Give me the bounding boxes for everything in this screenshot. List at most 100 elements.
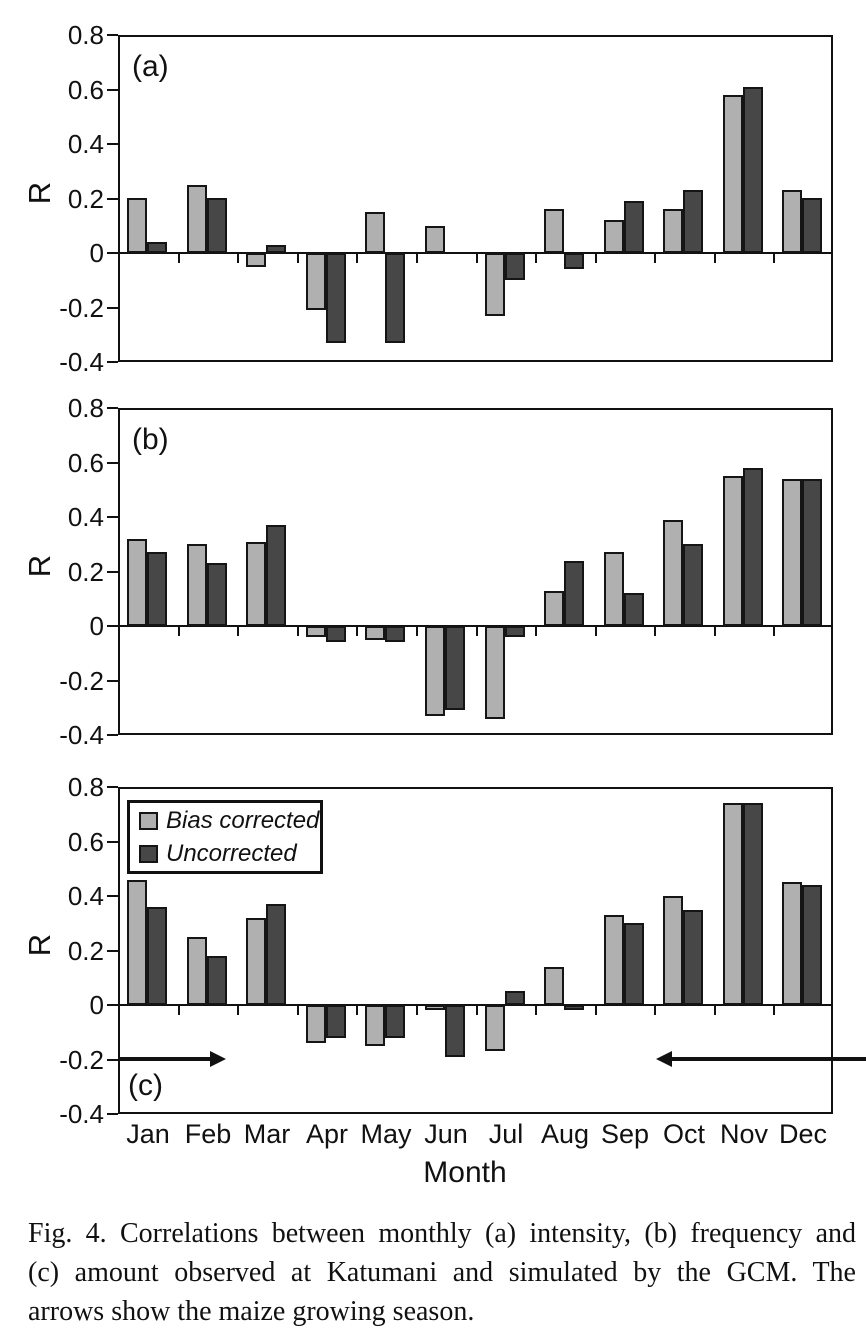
arrow-head-icon bbox=[210, 1051, 226, 1067]
month-boundary-tick bbox=[416, 253, 418, 263]
bias-corrected-swatch-icon bbox=[139, 811, 158, 830]
y-tick-label: 0.4 bbox=[67, 129, 104, 159]
bar-c-aug-uncorrected bbox=[564, 1005, 584, 1010]
bar-a-mar-bias-corrected bbox=[246, 253, 266, 267]
panel-label-b: (b) bbox=[132, 423, 169, 456]
legend: Bias corrected Uncorrected bbox=[127, 800, 323, 874]
bar-b-feb-uncorrected bbox=[207, 563, 227, 626]
bar-c-aug-bias-corrected bbox=[544, 967, 564, 1005]
month-boundary-tick bbox=[416, 1005, 418, 1015]
y-tick-label: 0.6 bbox=[67, 75, 104, 105]
zero-axis-c bbox=[120, 1004, 831, 1006]
month-boundary-tick bbox=[773, 253, 775, 263]
y-tick bbox=[107, 307, 118, 309]
y-axis-title-a: R bbox=[22, 181, 57, 205]
growing-season-right-arrow-icon bbox=[118, 1051, 230, 1067]
month-boundary-tick bbox=[595, 626, 597, 636]
growing-season-left-arrow-icon bbox=[656, 1051, 866, 1067]
bar-b-mar-bias-corrected bbox=[246, 542, 266, 626]
month-boundary-tick bbox=[595, 1005, 597, 1015]
bar-b-sep-uncorrected bbox=[624, 593, 644, 626]
bar-b-feb-bias-corrected bbox=[187, 544, 207, 626]
bar-c-feb-bias-corrected bbox=[187, 937, 207, 1005]
bar-a-feb-bias-corrected bbox=[187, 185, 207, 253]
bar-a-mar-uncorrected bbox=[266, 245, 286, 253]
month-boundary-tick bbox=[476, 626, 478, 636]
legend-item-uncorrected: Uncorrected bbox=[139, 839, 320, 869]
arrow-head-icon bbox=[656, 1051, 672, 1067]
y-tick-label: -0.2 bbox=[59, 666, 104, 696]
bar-c-jul-uncorrected bbox=[505, 991, 525, 1005]
x-tick-label-aug: Aug bbox=[540, 1119, 590, 1149]
y-tick bbox=[107, 680, 118, 682]
bar-a-jul-bias-corrected bbox=[485, 253, 505, 316]
bar-a-jan-bias-corrected bbox=[127, 198, 147, 253]
bar-c-jan-uncorrected bbox=[147, 907, 167, 1005]
bar-b-aug-bias-corrected bbox=[544, 591, 564, 626]
y-axis-title-b: R bbox=[22, 554, 57, 578]
y-tick bbox=[107, 361, 118, 363]
bar-b-may-bias-corrected bbox=[365, 626, 385, 640]
bar-b-sep-bias-corrected bbox=[604, 552, 624, 626]
bar-b-jun-uncorrected bbox=[445, 626, 465, 710]
y-tick-label: 0 bbox=[89, 611, 104, 641]
bar-a-may-bias-corrected bbox=[365, 212, 385, 253]
legend-label: Uncorrected bbox=[166, 839, 297, 867]
month-boundary-tick bbox=[476, 253, 478, 263]
y-tick bbox=[107, 89, 118, 91]
month-boundary-tick bbox=[356, 626, 358, 636]
x-tick-label-may: May bbox=[360, 1119, 412, 1149]
y-axis-title-c: R bbox=[22, 933, 57, 957]
month-boundary-tick bbox=[714, 253, 716, 263]
bar-b-aug-uncorrected bbox=[564, 561, 584, 626]
zero-axis-b bbox=[120, 625, 831, 627]
bar-c-nov-bias-corrected bbox=[723, 803, 743, 1005]
x-tick-label-feb: Feb bbox=[184, 1119, 232, 1149]
caption-line-2: (c) amount observed at Katumani and simu… bbox=[28, 1257, 856, 1288]
bar-a-sep-bias-corrected bbox=[604, 220, 624, 253]
month-boundary-tick bbox=[297, 626, 299, 636]
bar-b-dec-uncorrected bbox=[802, 479, 822, 626]
month-boundary-tick bbox=[416, 626, 418, 636]
bar-c-mar-bias-corrected bbox=[246, 918, 266, 1005]
month-boundary-tick bbox=[654, 253, 656, 263]
bar-c-jul-bias-corrected bbox=[485, 1005, 505, 1051]
bar-b-jul-uncorrected bbox=[505, 626, 525, 637]
y-tick bbox=[107, 571, 118, 573]
bar-c-oct-uncorrected bbox=[683, 910, 703, 1005]
y-tick bbox=[107, 516, 118, 518]
y-tick-label: 0.2 bbox=[67, 184, 104, 214]
month-boundary-tick bbox=[714, 1005, 716, 1015]
month-boundary-tick bbox=[654, 1005, 656, 1015]
plot-frame-b bbox=[118, 408, 833, 735]
bar-a-dec-bias-corrected bbox=[782, 190, 802, 253]
bar-b-jan-uncorrected bbox=[147, 552, 167, 626]
bar-c-oct-bias-corrected bbox=[663, 896, 683, 1005]
x-tick-label-jul: Jul bbox=[488, 1119, 524, 1149]
y-tick-label: 0 bbox=[89, 990, 104, 1020]
bar-c-dec-bias-corrected bbox=[782, 882, 802, 1005]
bar-b-jan-bias-corrected bbox=[127, 539, 147, 626]
legend-item-bias-corrected: Bias corrected bbox=[139, 806, 320, 836]
bar-c-sep-uncorrected bbox=[624, 923, 644, 1005]
month-boundary-tick bbox=[356, 1005, 358, 1015]
y-tick-label: 0.8 bbox=[67, 20, 104, 50]
bar-a-apr-uncorrected bbox=[326, 253, 346, 343]
bar-b-apr-uncorrected bbox=[326, 626, 346, 642]
y-tick-label: -0.2 bbox=[59, 1045, 104, 1075]
panel-label-c: (c) bbox=[128, 1069, 163, 1102]
bar-a-jun-bias-corrected bbox=[425, 226, 445, 253]
y-tick-label: 0.4 bbox=[67, 502, 104, 532]
month-boundary-tick bbox=[237, 253, 239, 263]
month-boundary-tick bbox=[356, 253, 358, 263]
y-tick-label: 0.2 bbox=[67, 557, 104, 587]
month-boundary-tick bbox=[237, 626, 239, 636]
bar-c-apr-bias-corrected bbox=[306, 1005, 326, 1043]
month-boundary-tick bbox=[237, 1005, 239, 1015]
y-tick bbox=[107, 252, 118, 254]
y-tick bbox=[107, 895, 118, 897]
bar-b-dec-bias-corrected bbox=[782, 479, 802, 626]
uncorrected-swatch-icon bbox=[139, 844, 158, 863]
bar-c-mar-uncorrected bbox=[266, 904, 286, 1005]
